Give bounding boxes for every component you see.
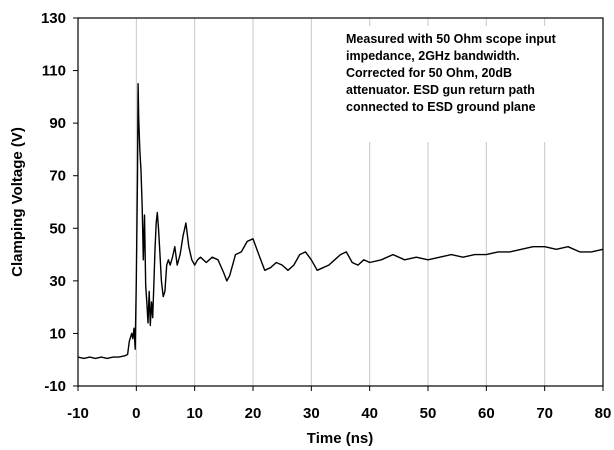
annotation-line-5: connected to ESD ground plane [346,100,536,114]
x-tick-label: -10 [67,405,89,422]
x-tick-label: 70 [536,405,553,422]
axis-ticks: -10 0 10 20 30 40 50 60 70 80 130 110 90 70 50 30 10 -10 [41,10,611,422]
x-tick-label: 20 [245,405,262,422]
x-tick-label: 30 [303,405,320,422]
x-tick-label: 50 [420,405,437,422]
clamping-voltage-line [77,82,604,360]
x-axis-title: Time (ns) [307,430,373,447]
x-tick-label: 10 [186,405,203,422]
y-tick-label: 70 [49,168,66,185]
x-tick-label: 60 [478,405,495,422]
y-tick-label: 90 [49,115,66,132]
y-tick-label: 110 [42,63,66,80]
y-tick-label: 30 [49,273,66,290]
annotation-line-4: attenuator. ESD gun return path [346,83,535,97]
annotation-box [341,26,589,142]
series-layer [77,82,604,360]
annotation-line-3: Corrected for 50 Ohm, 20dB [346,66,512,80]
x-tick-label: 80 [595,405,612,422]
annotation-line-1: Measured with 50 Ohm scope input [346,32,557,46]
x-tick-label: 0 [132,405,140,422]
y-tick-label: 50 [49,220,66,237]
y-tick-label: -10 [44,378,66,395]
x-tick-label: 40 [361,405,378,422]
y-axis-title: Clamping Voltage (V) [9,127,26,277]
plot-area-frame [77,17,604,387]
y-tick-label: 130 [41,10,66,27]
annotation-line-2: impedance, 2GHz bandwidth. [346,49,520,63]
y-tick-label: 10 [49,325,66,342]
